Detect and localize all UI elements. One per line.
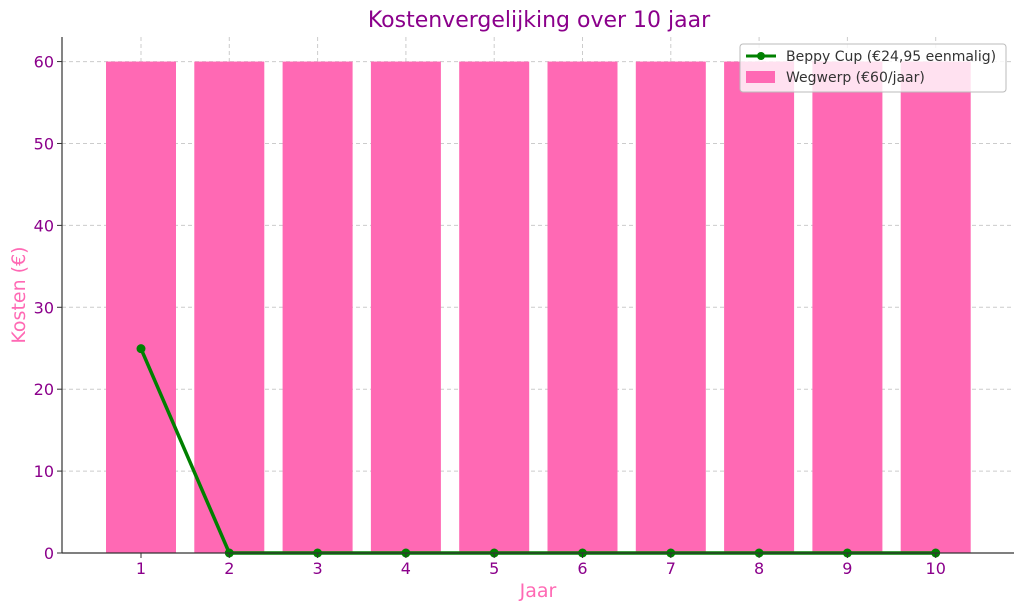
x-tick-label: 6 [577, 559, 587, 578]
legend-line-marker [757, 52, 765, 60]
bar-wegwerp [282, 61, 353, 553]
x-tick-label: 8 [754, 559, 764, 578]
bar-wegwerp [106, 61, 176, 553]
x-tick-label: 2 [224, 559, 234, 578]
legend-label-bar: Wegwerp (€60/jaar) [786, 70, 925, 86]
bar-wegwerp [547, 61, 618, 553]
axes [57, 37, 1014, 558]
bar-wegwerp [724, 61, 795, 553]
y-tick-label: 50 [34, 134, 54, 153]
x-tick-label: 9 [842, 559, 852, 578]
x-tick-label: 4 [401, 559, 411, 578]
bar-wegwerp [194, 61, 265, 553]
y-tick-label: 20 [34, 380, 54, 399]
y-tick-label: 60 [34, 53, 54, 72]
x-axis-label: Jaar [519, 580, 557, 602]
x-tick-label: 3 [313, 559, 323, 578]
y-tick-label: 0 [44, 544, 54, 563]
legend-bar-swatch [746, 71, 775, 83]
x-tick-label: 7 [666, 559, 676, 578]
bar-wegwerp [900, 61, 971, 553]
chart-title: Kostenvergelijking over 10 jaar [368, 8, 711, 33]
bar-wegwerp [370, 61, 441, 553]
legend-box [739, 43, 1007, 93]
x-tick-label: 1 [136, 559, 146, 578]
bar-series [106, 61, 971, 553]
legend: Beppy Cup (€24,95 eenmalig) Wegwerp (€60… [739, 43, 1007, 93]
tick-labels: 0 10 20 30 40 50 60 1 2 3 4 5 6 7 8 9 10 [34, 53, 946, 578]
y-axis-label: Kosten (€) [8, 246, 30, 343]
y-tick-label: 30 [34, 298, 54, 317]
y-tick-label: 10 [34, 462, 54, 481]
legend-label-line: Beppy Cup (€24,95 eenmalig) [786, 49, 996, 65]
x-tick-label: 10 [926, 559, 946, 578]
bar-wegwerp [459, 61, 530, 553]
point-beppy-cup [136, 344, 146, 354]
bar-wegwerp [635, 61, 706, 553]
x-tick-label: 5 [489, 559, 499, 578]
y-tick-label: 40 [34, 216, 54, 235]
bar-wegwerp [812, 61, 883, 553]
